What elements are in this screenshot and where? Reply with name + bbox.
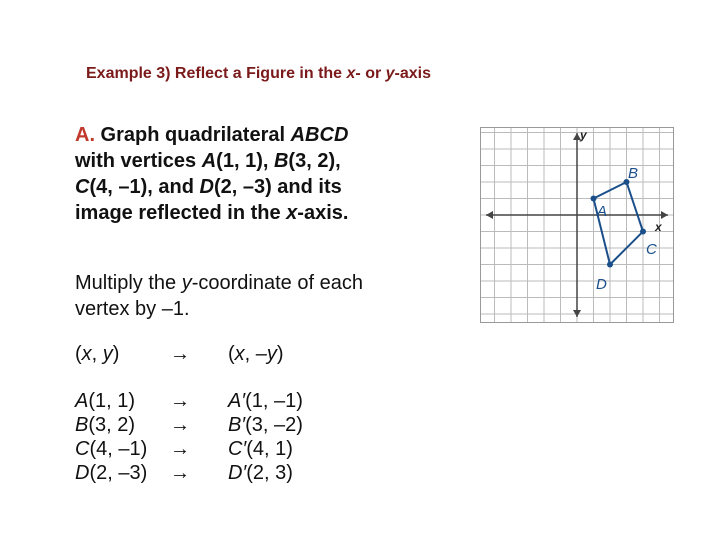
axis-label: y [579, 128, 588, 142]
instruction-line: Multiply the y-coordinate of each [75, 272, 363, 294]
row-right: D′(2, 3) [228, 462, 293, 484]
arrow: → [170, 390, 190, 412]
row-left: C(4, –1) [75, 438, 148, 460]
row-left: D(2, –3) [75, 462, 148, 484]
problem-line: image reflected in the x-axis. [75, 202, 349, 224]
title: Example 3) Reflect a Figure in the x- or… [86, 65, 432, 82]
header-right: (x, –y) [228, 343, 284, 365]
point-label: A [596, 203, 607, 220]
axis-label: x [654, 220, 663, 234]
instruction-line: vertex by –1. [75, 298, 190, 320]
problem-line: C(4, –1), and D(2, –3) and its [75, 176, 342, 198]
problem-line: A. Graph quadrilateral ABCD [75, 124, 349, 146]
point-label: D [596, 276, 607, 293]
arrow: → [170, 438, 190, 460]
row-right: C′(4, 1) [228, 438, 293, 460]
arrow: → [170, 414, 190, 436]
graph: y x A B C D [480, 127, 674, 323]
point-label: C [646, 241, 657, 258]
problem-line: with vertices A(1, 1), B(3, 2), [75, 150, 341, 172]
arrow: → [170, 343, 190, 365]
row-right: B′(3, –2) [228, 414, 303, 436]
row-left: A(1, 1) [75, 390, 136, 412]
point-label: B [628, 165, 638, 182]
header-left: (x, y) [75, 343, 120, 365]
row-right: A′(1, –1) [228, 390, 303, 412]
row-left: B(3, 2) [75, 414, 136, 436]
arrow: → [170, 462, 190, 484]
